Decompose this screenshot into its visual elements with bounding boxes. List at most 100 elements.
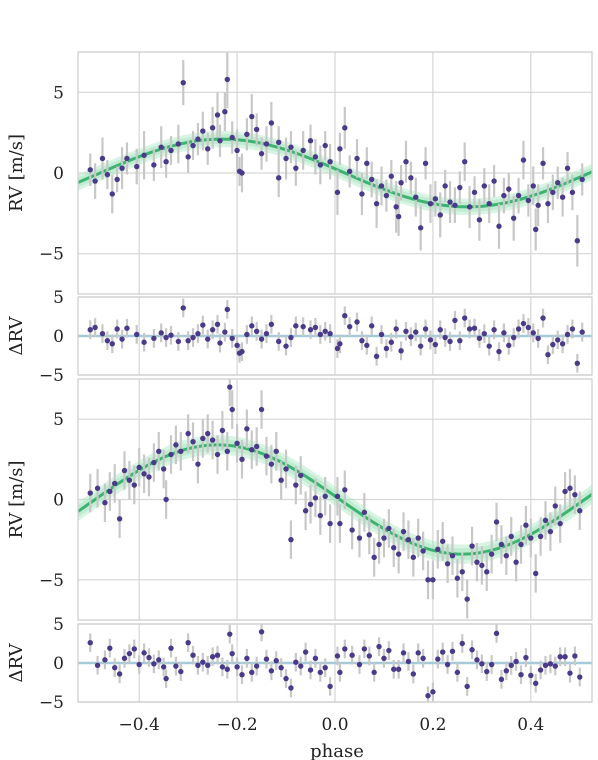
data-point [520, 157, 527, 163]
data-point [359, 191, 365, 197]
data-point [168, 332, 174, 338]
data-point [474, 559, 480, 565]
data-point [175, 338, 182, 345]
data-point [405, 536, 412, 543]
data-point [342, 487, 348, 493]
data-point [454, 575, 461, 581]
data-point [518, 541, 524, 548]
data-point [94, 662, 101, 669]
data-point [530, 183, 536, 189]
data-point [476, 335, 483, 342]
data-point [116, 516, 123, 522]
data-point [298, 663, 304, 669]
data-point [87, 167, 93, 173]
data-point [442, 334, 448, 341]
data-point [535, 202, 541, 208]
y-axis-title: ΔRV [6, 643, 27, 683]
data-point [293, 165, 299, 171]
data-point [205, 430, 211, 437]
data-point [342, 313, 348, 319]
panel-fit-bottom: −5 0 5 RV [m/s] [6, 378, 593, 621]
data-point [427, 337, 434, 343]
data-point [288, 685, 294, 691]
data-point [224, 306, 231, 313]
data-point [229, 134, 235, 141]
data-point [523, 522, 529, 528]
data-point [462, 159, 468, 165]
data-point [545, 352, 551, 358]
data-point [307, 327, 314, 333]
data-point [234, 342, 240, 349]
data-point [219, 427, 226, 434]
data-point [180, 305, 186, 311]
data-point [288, 144, 294, 150]
data-point [327, 520, 333, 527]
data-point [388, 173, 394, 179]
data-point [195, 136, 201, 142]
data-point [244, 331, 250, 338]
data-point [258, 336, 265, 342]
data-point [452, 317, 458, 324]
data-point [219, 664, 226, 670]
panel-residual-bottom: −5 0 5 ΔRV −0.4 −0.2 0.0 0.2 0.4 phase [6, 615, 593, 760]
data-point [200, 322, 206, 328]
data-point [195, 461, 201, 467]
data-point [249, 113, 255, 120]
data-point [474, 657, 480, 663]
data-point [518, 672, 524, 678]
data-point [413, 194, 419, 200]
data-point [283, 466, 289, 472]
data-point [126, 650, 133, 657]
data-point [559, 194, 566, 200]
data-point [564, 165, 571, 171]
data-point [222, 329, 228, 335]
data-point [239, 348, 245, 355]
data-point [283, 675, 289, 682]
data-point [298, 472, 304, 479]
data-point [503, 668, 510, 674]
data-point [427, 200, 434, 207]
panel-frame [77, 623, 593, 703]
data-point [476, 217, 483, 223]
data-point [173, 663, 179, 669]
data-point [224, 448, 231, 454]
data-point [104, 337, 111, 344]
data-point [488, 551, 495, 557]
data-point [395, 213, 402, 220]
data-point [214, 112, 221, 118]
data-point [444, 661, 451, 668]
data-point [378, 331, 385, 338]
data-point [87, 640, 93, 646]
data-point [525, 324, 532, 331]
data-point [239, 170, 245, 176]
data-point [364, 342, 370, 349]
data-point [444, 561, 451, 567]
data-point [173, 442, 179, 448]
data-point [447, 338, 453, 345]
y-tick-label: −5 [39, 693, 64, 713]
data-point [510, 334, 517, 341]
data-point [354, 155, 360, 162]
data-point [124, 155, 130, 162]
data-point [322, 493, 328, 499]
panel-fit-top: −5 0 5 RV [m/s] [6, 51, 593, 295]
data-point [540, 315, 546, 321]
data-point [249, 323, 255, 329]
data-point [572, 653, 578, 659]
data-point [349, 652, 355, 658]
data-point [151, 459, 157, 466]
data-point [484, 668, 490, 675]
data-point [268, 461, 275, 467]
data-point [491, 178, 497, 184]
data-point [136, 464, 142, 471]
data-point [383, 345, 390, 352]
plot-area [78, 52, 592, 267]
y-tick-label: −5 [39, 245, 64, 265]
data-point [400, 650, 407, 656]
data-point [131, 646, 137, 652]
data-point [425, 693, 431, 699]
data-point [249, 669, 255, 676]
data-point [112, 664, 118, 671]
data-point [300, 147, 306, 154]
data-point [87, 327, 93, 333]
